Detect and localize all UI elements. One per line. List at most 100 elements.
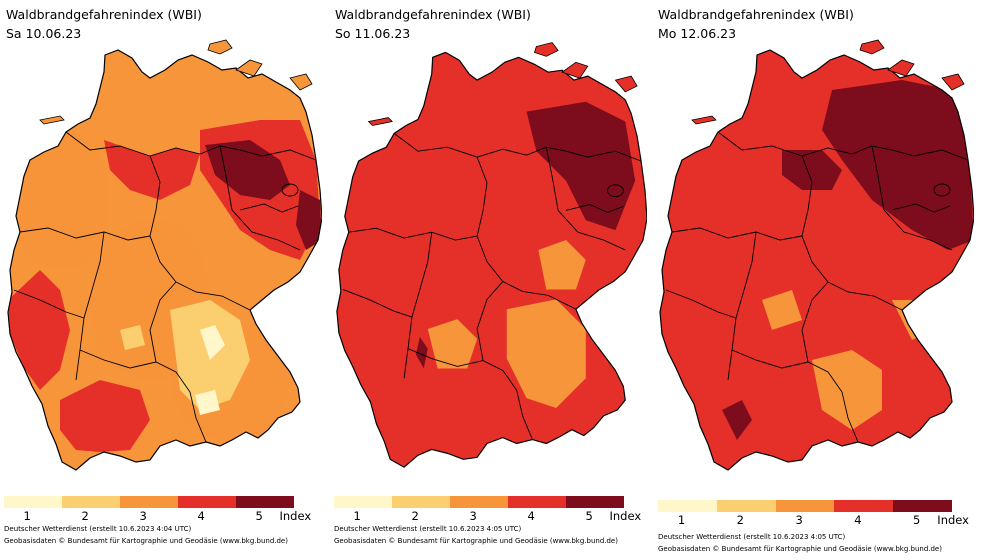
germany-map-0 [7,39,322,471]
state-borders [665,131,969,443]
legend-swatch-2 [392,496,450,508]
zone-level-5 [526,101,636,231]
zone-level-3 [762,290,802,330]
zone-level-5 [782,150,842,190]
legend-labels: 1 2 3 4 5 Index [658,512,969,528]
state-borders [342,133,642,440]
legend-swatch-3 [450,496,508,508]
island [614,75,638,93]
state-border [731,349,859,443]
state-border [407,348,533,440]
map-date: So 11.06.23 [335,26,411,41]
legend: 1 2 3 4 5 Index [658,500,969,528]
island [235,59,263,77]
legend-swatch-5 [566,496,624,508]
germany-map-2 [659,39,974,471]
legend-label-2: 2 [411,509,419,523]
legend-label-3: 3 [795,513,803,527]
credit-dwd: Deutscher Wetterdienst (erstellt 10.6.20… [334,525,522,533]
state-borders [13,131,317,443]
zone-blob [10,130,110,270]
berlin-border [933,183,951,197]
state-border [393,133,642,162]
legend-labels: 1 2 3 4 5 Index [4,508,312,524]
state-border [476,281,504,361]
legend-swatch-5 [236,496,294,508]
zone-level-2 [120,325,145,350]
legend-swatch-1 [4,496,62,508]
legend-swatch-1 [334,496,392,508]
state-border [717,131,969,161]
zone-level-4 [60,380,150,452]
state-border [801,281,829,363]
legend-color-bar [334,496,624,508]
zone-level-4 [104,140,200,200]
legend-label-4: 4 [854,513,862,527]
legend-label-2: 2 [81,509,89,523]
zone-level-1 [195,390,220,415]
state-border [727,231,757,381]
zone-level-4 [712,380,802,455]
legend-label-1: 1 [23,509,31,523]
state-border [348,227,478,241]
island [691,115,717,125]
legend-swatch-2 [716,500,776,512]
country-outline [659,49,974,471]
legend-swatch-4 [508,496,566,508]
legend-swatch-2 [62,496,120,508]
legend: 1 2 3 4 5 Index [4,496,312,524]
danger-zones [8,50,322,470]
zone-level-4 [336,259,468,399]
credit-dwd: Deutscher Wetterdienst (erstellt 10.6.20… [658,533,846,541]
berlin-border [281,183,299,197]
island [533,42,559,57]
state-border [891,203,951,213]
legend-label-1: 1 [353,509,361,523]
state-border [219,145,301,251]
legend-unit: Index [937,513,969,527]
state-border [149,155,251,311]
legend-swatch-5 [893,500,952,512]
legend-label-2: 2 [736,513,744,527]
state-border [342,289,413,318]
island [39,115,65,125]
state-border [65,131,317,161]
state-border [801,155,903,311]
zone-level-5 [296,190,322,250]
legend-swatch-3 [775,500,835,512]
state-border [871,145,953,251]
state-border [665,289,737,319]
legend-swatch-4 [178,496,236,508]
zone-level-5 [822,80,974,250]
danger-zones [336,52,647,468]
credit-bkg: Geobasisdaten © Bundesamt für Kartograph… [658,545,942,553]
legend-color-bar [4,496,294,508]
wbi-map-panel-mon: Waldbrandgefahrenindex (WBI) Mo 12.06.23… [652,0,996,560]
legend-color-bar [658,500,952,512]
legend-swatch-1 [658,500,717,512]
legend-label-3: 3 [469,509,477,523]
credit-bkg: Geobasisdaten © Bundesamt für Kartograph… [334,537,618,545]
state-border [565,204,624,213]
legend-labels: 1 2 3 4 5 Index [334,508,642,524]
state-border [13,289,85,319]
zone-level-3 [427,319,478,369]
berlin-border [607,184,624,198]
state-border [79,349,207,443]
legend-unit: Index [279,509,312,523]
legend-label-1: 1 [677,513,686,527]
country-outline [336,51,647,468]
legend-label-5: 5 [255,509,263,523]
map-date: Mo 12.06.23 [658,26,737,41]
state-border [19,227,151,241]
danger-zones [660,50,974,470]
map-title: Waldbrandgefahrenindex (WBI) [658,7,854,22]
country-outline [7,49,322,471]
credit-bkg: Geobasisdaten © Bundesamt für Kartograph… [4,537,288,545]
zone-level-3 [506,299,586,408]
island [207,39,233,55]
zone-level-4 [8,270,70,390]
legend-label-5: 5 [913,513,921,527]
wbi-map-panel-sun: Waldbrandgefahrenindex (WBI) So 11.06.23… [329,0,647,560]
state-border [476,156,577,310]
